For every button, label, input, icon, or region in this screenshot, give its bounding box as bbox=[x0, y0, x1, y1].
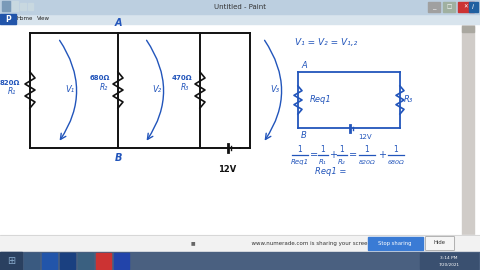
FancyBboxPatch shape bbox=[425, 237, 455, 251]
Text: B: B bbox=[301, 131, 307, 140]
Text: R₁: R₁ bbox=[8, 87, 16, 96]
Bar bbox=[462, 26, 474, 32]
Text: 820Ω: 820Ω bbox=[359, 160, 375, 164]
Text: 680Ω: 680Ω bbox=[388, 160, 404, 164]
Text: 12V: 12V bbox=[218, 165, 236, 174]
Text: Untitled - Paint: Untitled - Paint bbox=[214, 4, 266, 10]
Text: 1: 1 bbox=[298, 144, 302, 154]
Text: 680Ω: 680Ω bbox=[90, 75, 110, 81]
Bar bbox=[0, 252, 22, 270]
Bar bbox=[24, 253, 39, 269]
Text: www.numerade.com is sharing your screen.: www.numerade.com is sharing your screen. bbox=[248, 241, 372, 245]
Bar bbox=[12, 1, 18, 11]
Text: 3:14 PM: 3:14 PM bbox=[440, 256, 458, 260]
Bar bbox=[60, 253, 75, 269]
Text: =: = bbox=[349, 150, 357, 160]
Text: Stop sharing: Stop sharing bbox=[378, 241, 412, 245]
Text: V₁: V₁ bbox=[65, 86, 74, 94]
Bar bbox=[20, 3, 26, 10]
Text: V₁ = V₂ = V₁,₂: V₁ = V₂ = V₁,₂ bbox=[295, 38, 357, 46]
Text: P: P bbox=[5, 15, 11, 23]
Text: 7/20/2021: 7/20/2021 bbox=[439, 263, 459, 267]
Text: R₃: R₃ bbox=[181, 83, 189, 93]
Bar bbox=[368, 237, 423, 250]
Text: 1: 1 bbox=[365, 144, 370, 154]
Bar bbox=[458, 2, 474, 12]
Bar bbox=[428, 2, 440, 12]
Bar bbox=[420, 253, 478, 269]
Text: Req1 =: Req1 = bbox=[315, 167, 347, 177]
Text: 1: 1 bbox=[394, 144, 398, 154]
Text: 820Ω: 820Ω bbox=[0, 80, 20, 86]
Bar bbox=[0, 14, 16, 24]
Bar bbox=[0, 14, 480, 24]
Text: 12V: 12V bbox=[358, 134, 372, 140]
Text: Home: Home bbox=[17, 16, 33, 22]
Text: A: A bbox=[301, 61, 307, 70]
Text: 1: 1 bbox=[321, 144, 325, 154]
Text: R₁: R₁ bbox=[319, 159, 327, 165]
Bar bbox=[28, 3, 33, 10]
Bar bbox=[0, 252, 480, 270]
Bar bbox=[2, 1, 10, 11]
Text: Hide: Hide bbox=[434, 241, 446, 245]
Text: R₃: R₃ bbox=[404, 96, 413, 104]
Text: _: _ bbox=[432, 4, 436, 10]
Bar bbox=[96, 253, 111, 269]
Text: i: i bbox=[472, 4, 474, 10]
Text: 470Ω: 470Ω bbox=[172, 75, 192, 81]
Text: +: + bbox=[378, 150, 386, 160]
Bar bbox=[0, 24, 462, 242]
Bar bbox=[426, 237, 454, 250]
Bar bbox=[114, 253, 129, 269]
Text: B: B bbox=[114, 153, 122, 163]
Text: Req1: Req1 bbox=[310, 96, 332, 104]
Text: R₂: R₂ bbox=[100, 83, 108, 93]
Text: ✕: ✕ bbox=[464, 5, 468, 9]
Bar bbox=[0, 235, 480, 252]
Text: View: View bbox=[36, 16, 49, 22]
Text: 1: 1 bbox=[340, 144, 344, 154]
Text: +: + bbox=[329, 150, 337, 160]
Bar bbox=[443, 2, 455, 12]
Text: =: = bbox=[310, 150, 318, 160]
Text: ■: ■ bbox=[191, 241, 195, 245]
Bar bbox=[462, 24, 474, 242]
Bar bbox=[42, 253, 57, 269]
Text: A: A bbox=[114, 18, 122, 28]
Bar bbox=[78, 253, 93, 269]
Text: R₂: R₂ bbox=[338, 159, 346, 165]
Text: V₃: V₃ bbox=[270, 86, 279, 94]
Text: ⊞: ⊞ bbox=[7, 256, 15, 266]
Bar bbox=[469, 2, 478, 12]
Bar bbox=[0, 0, 480, 14]
Text: Req1: Req1 bbox=[291, 159, 309, 165]
Text: □: □ bbox=[446, 5, 452, 9]
Text: ▲: ▲ bbox=[466, 28, 470, 33]
Text: V₂: V₂ bbox=[153, 86, 162, 94]
